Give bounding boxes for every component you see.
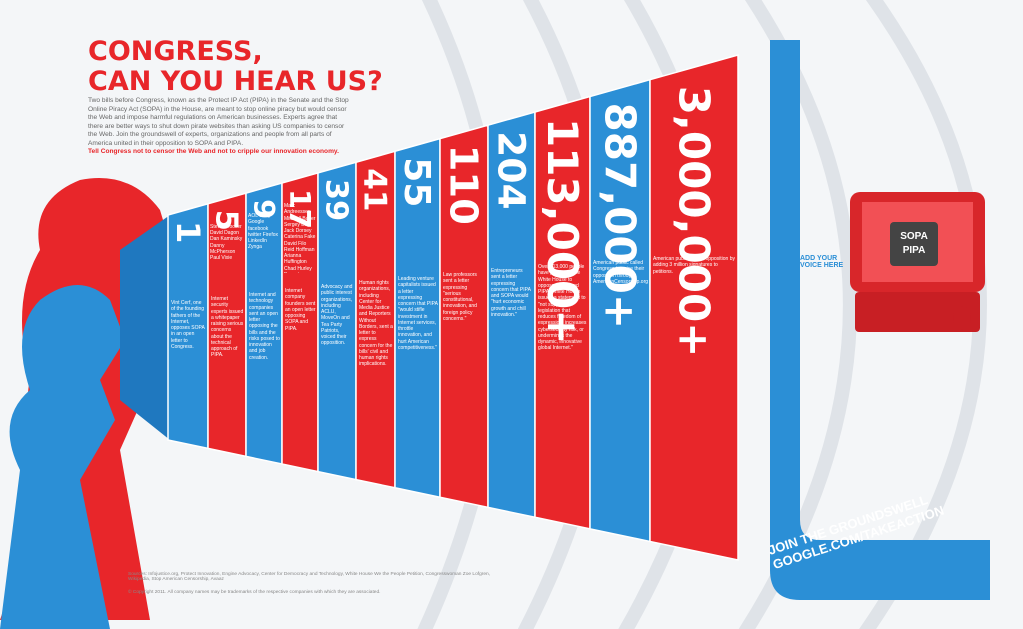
band-text: American public called Congress to voice…	[593, 260, 648, 285]
megaphone	[120, 215, 170, 440]
band-text: Vint Cerf, one of the founding fathers o…	[171, 300, 205, 350]
add-voice-box: ADD YOUR VOICE HERE	[800, 255, 844, 269]
desc-box: Law professors sent a letter expressing …	[443, 272, 477, 322]
names-box: Marc Andreessen Mitchell Baker Sergey Br…	[284, 203, 316, 273]
sopa-label: SOPA	[900, 231, 928, 242]
band-number: 113,000+	[538, 118, 587, 345]
band-number: 41	[357, 168, 393, 211]
names-box: Steve Crocker David Dagon Dan Kaminsky D…	[210, 223, 243, 262]
band-number: 3,000,000+	[669, 86, 718, 358]
desc-box: Over 113,000 people have petitioned the …	[538, 264, 587, 352]
band-text: Leading venture capitalists issued a let…	[398, 276, 438, 351]
band-number: 204	[489, 131, 533, 209]
desc-box: Entrepreneurs sent a letter expressing c…	[491, 268, 531, 318]
copyright: © Copyright 2011. All company names may …	[128, 590, 381, 595]
band-text: Internet and technology companies sent a…	[249, 292, 280, 361]
desc-box: American public called Congress to voice…	[593, 260, 648, 285]
desc-box: Vint Cerf, one of the founding fathers o…	[171, 300, 205, 350]
intro: Two bills before Congress, known as the …	[88, 97, 350, 157]
band	[649, 54, 739, 561]
names: Steve Crocker David Dagon Dan Kaminsky D…	[210, 223, 243, 262]
title-line1: CONGRESS,	[88, 36, 263, 67]
desc-box: American public voices opposition by add…	[653, 256, 735, 275]
names: Marc Andreessen Mitchell Baker Sergey Br…	[284, 203, 316, 273]
desc-box: Leading venture capitalists issued a let…	[398, 276, 438, 351]
intro-text: Two bills before Congress, known as the …	[88, 97, 349, 147]
band-number: 17	[283, 189, 317, 229]
tube	[770, 40, 990, 600]
band-number: 110	[441, 145, 486, 225]
desc-box: Internet and technology companies sent a…	[249, 292, 280, 361]
names-box: AOL eBay Google facebook twitter Firefox…	[248, 213, 279, 251]
band-number: 1	[169, 221, 207, 243]
add-voice: ADD YOUR VOICE HERE	[800, 255, 844, 269]
desc-box: Internet security experts issued a white…	[211, 296, 244, 359]
band-text: Entrepreneurs sent a letter expressing c…	[491, 268, 531, 318]
band-text: Internet security experts issued a white…	[211, 296, 244, 359]
computer	[850, 192, 985, 332]
names: AOL eBay Google facebook twitter Firefox…	[248, 213, 279, 251]
band-text: American public voices opposition by add…	[653, 256, 735, 275]
band-number: 887,000+	[595, 103, 644, 330]
person-blue	[0, 285, 125, 629]
desc-box: Advocacy and public interest organizatio…	[321, 284, 353, 347]
pipa-label: PIPA	[903, 245, 926, 256]
band-text: Human rights organizations, including Ce…	[359, 280, 393, 368]
band-text: Advocacy and public interest organizatio…	[321, 284, 353, 347]
band-text: Law professors sent a letter expressing …	[443, 272, 477, 322]
band-text: Internet company founders sent an open l…	[285, 288, 316, 332]
band-text: Over 113,000 people have petitioned the …	[538, 264, 587, 352]
call-to-action: Tell Congress not to censor the Web and …	[88, 148, 339, 156]
band-number: 5	[208, 210, 243, 231]
title-line2: CAN YOU HEAR US?	[88, 66, 383, 97]
desc-box: Internet company founders sent an open l…	[285, 288, 316, 332]
band-number: 55	[396, 157, 437, 207]
sources: Sources: Infojustice.org, Protect Innova…	[128, 572, 491, 582]
band-number: 39	[318, 179, 353, 221]
band-number: 9	[247, 199, 281, 219]
desc-box: Human rights organizations, including Ce…	[359, 280, 393, 368]
